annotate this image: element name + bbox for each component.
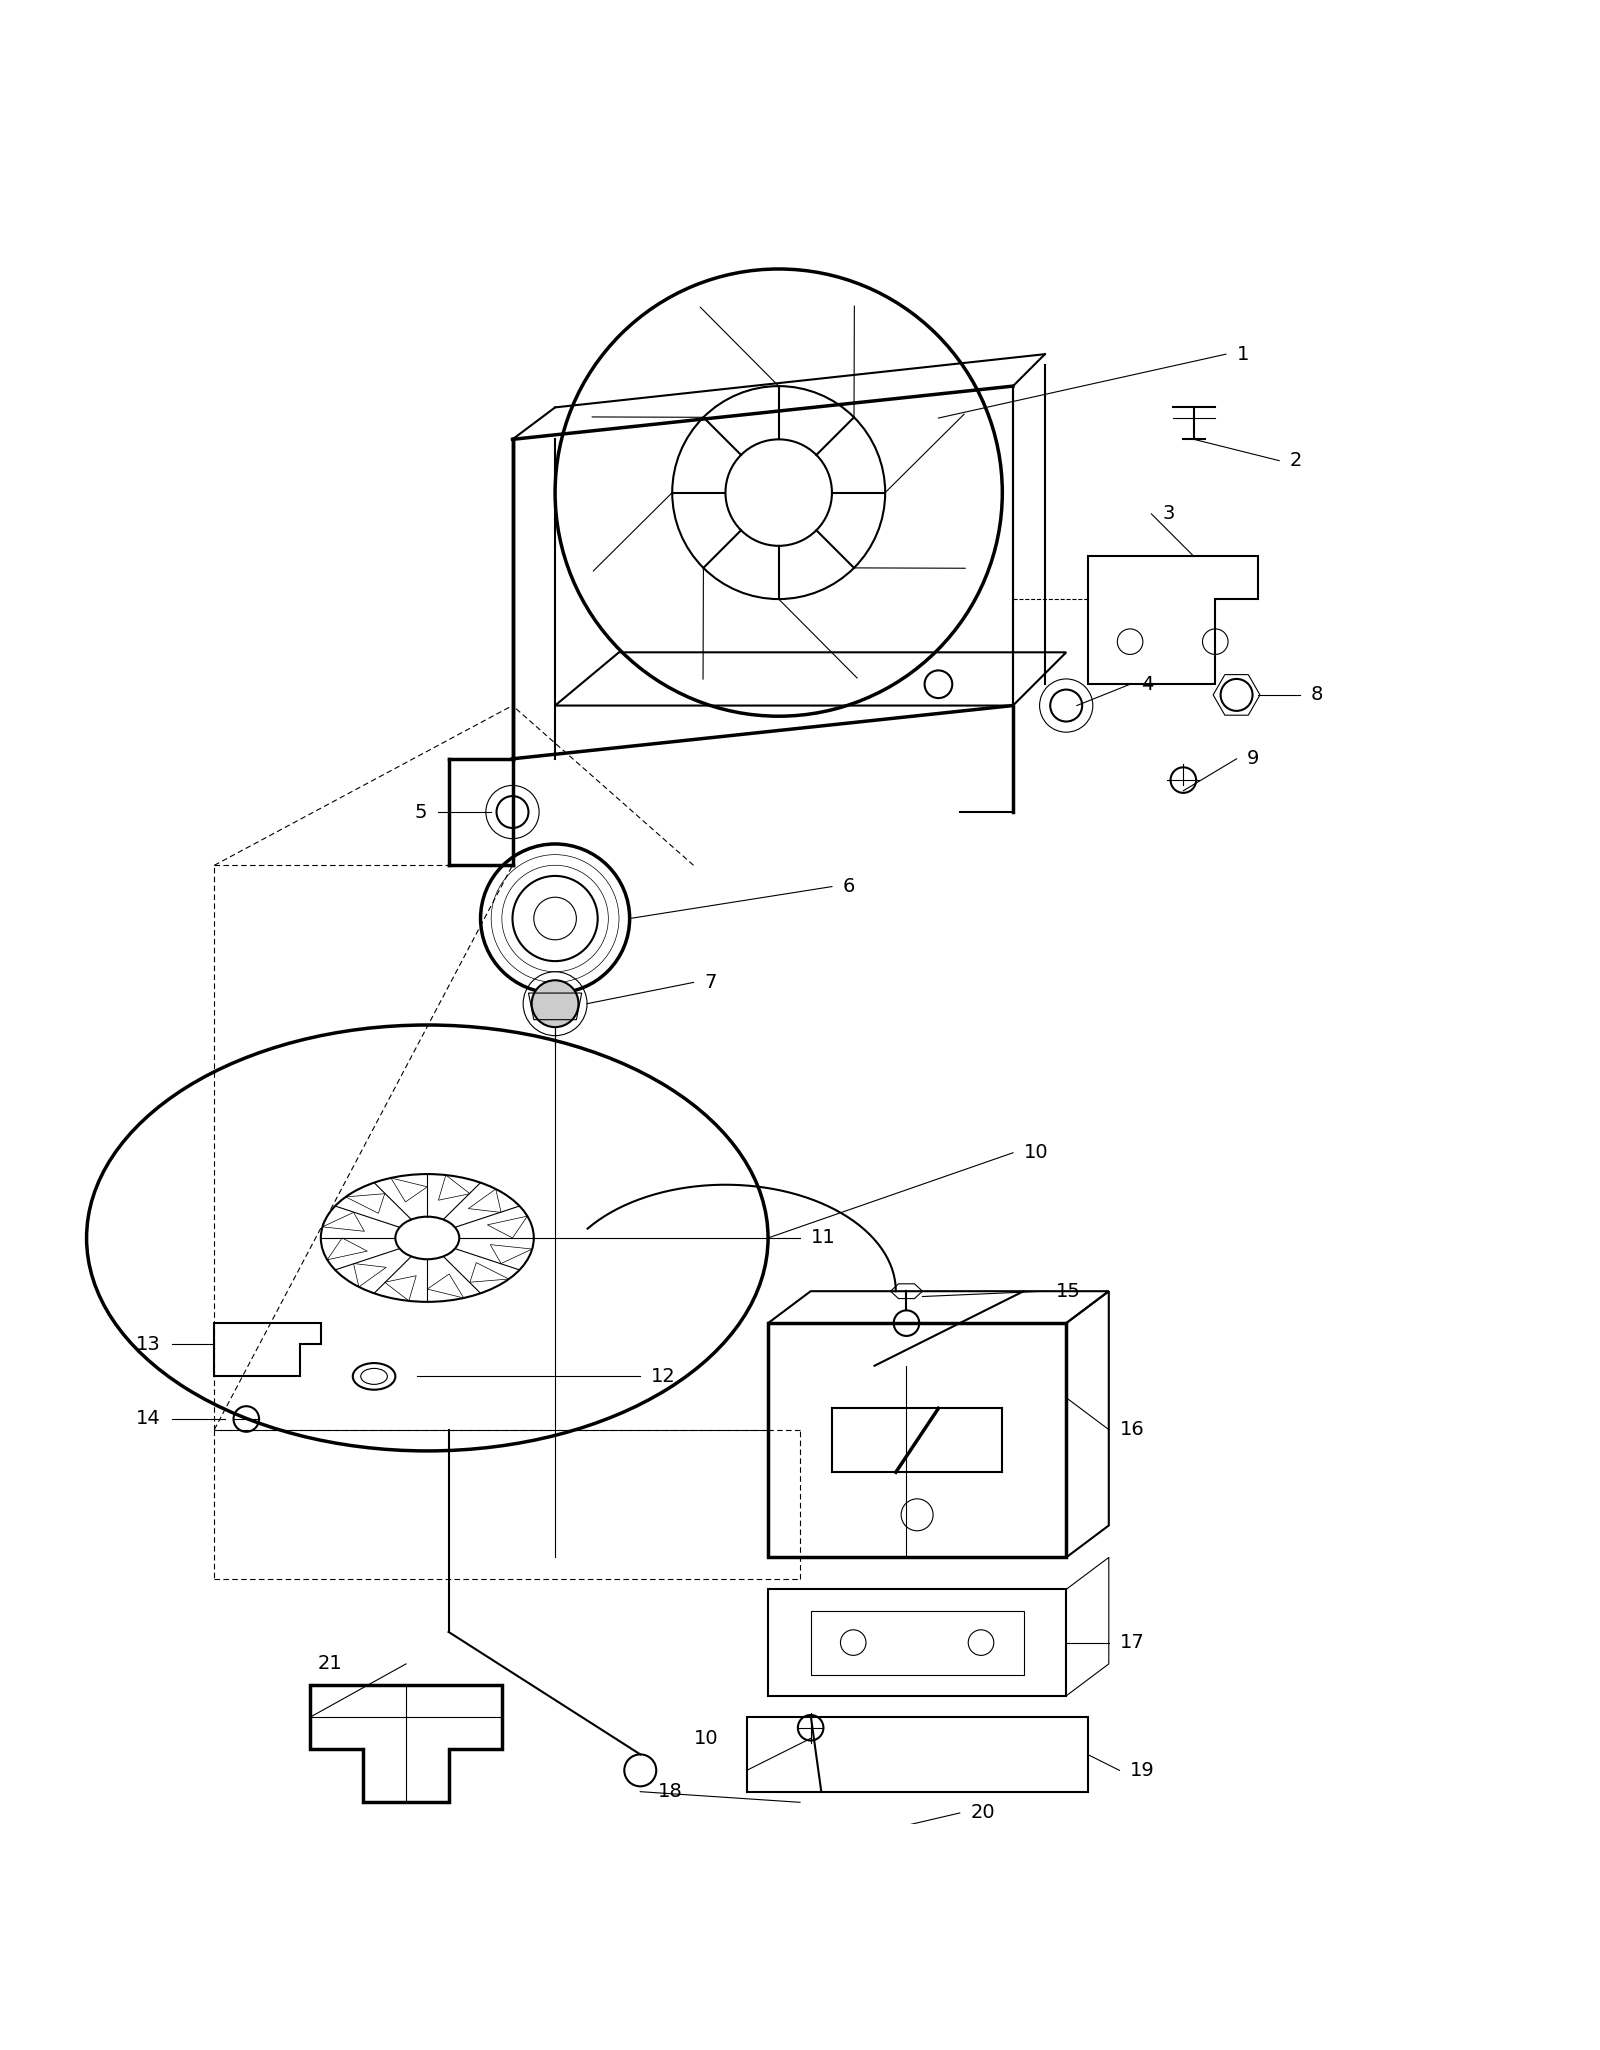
Text: 4: 4 — [1141, 674, 1154, 693]
Text: 7: 7 — [704, 974, 717, 992]
Text: 11: 11 — [811, 1228, 835, 1248]
Text: 1: 1 — [1237, 344, 1250, 363]
Text: 5: 5 — [414, 802, 427, 822]
Text: 19: 19 — [1130, 1761, 1155, 1779]
Text: 17: 17 — [1120, 1634, 1144, 1652]
Text: 18: 18 — [658, 1781, 683, 1802]
Text: 21: 21 — [317, 1654, 342, 1673]
Text: 2: 2 — [1290, 451, 1302, 469]
Text: 10: 10 — [693, 1728, 718, 1749]
Text: 8: 8 — [1310, 685, 1323, 705]
Text: 12: 12 — [651, 1367, 675, 1386]
Text: 6: 6 — [843, 877, 854, 896]
Text: 3: 3 — [1162, 504, 1174, 523]
Circle shape — [531, 980, 579, 1027]
Text: 10: 10 — [1024, 1144, 1048, 1162]
Text: 14: 14 — [136, 1410, 162, 1429]
Text: 13: 13 — [136, 1335, 162, 1353]
Text: 9: 9 — [1248, 750, 1259, 769]
Text: 15: 15 — [1056, 1281, 1080, 1300]
Text: 20: 20 — [970, 1804, 995, 1822]
Text: 16: 16 — [1120, 1421, 1144, 1439]
